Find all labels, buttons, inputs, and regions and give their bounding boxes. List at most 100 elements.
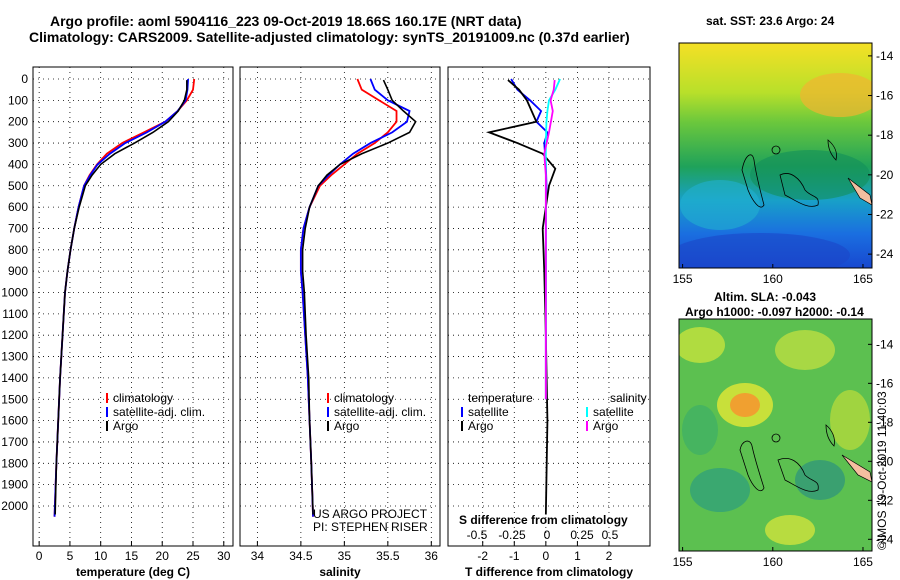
- x-tick-label: 34.5: [289, 549, 313, 563]
- x-axis-label: temperature (deg C): [76, 565, 190, 579]
- sst-y-tick-label: -22: [876, 207, 894, 221]
- depth-tick-label: 1200: [1, 328, 28, 342]
- depth-tick-label: 100: [8, 93, 28, 107]
- series-argo: [301, 79, 417, 515]
- depth-tick-label: 1500: [1, 392, 28, 406]
- credit-line-2: PI: STEPHEN RISER: [313, 520, 428, 534]
- sla-x-tick-label: 165: [853, 555, 873, 569]
- series-salinity-satellite: [544, 78, 561, 400]
- sla-map: [679, 319, 872, 551]
- depth-tick-label: 1700: [1, 435, 28, 449]
- x-tick-label: -2: [477, 549, 488, 563]
- s-tick-label: -0.5: [467, 528, 488, 542]
- salinity-panel: 34 34.5 35 35.5 36 salinity: [239, 66, 441, 579]
- x-tick-label: 34: [251, 549, 265, 563]
- legend-label: climatology: [334, 391, 394, 405]
- legend-label: Argo: [334, 419, 360, 433]
- legend-label: satellite-adj. clim.: [334, 405, 426, 419]
- series-salinity-argo: [543, 79, 556, 400]
- legend-label: climatology: [113, 391, 173, 405]
- x-tick-label: 1: [574, 549, 581, 563]
- depth-tick-label: 1400: [1, 371, 28, 385]
- x-tick-label: 2: [606, 549, 613, 563]
- depth-tick-label: 400: [8, 157, 28, 171]
- legend-label: satellite: [468, 405, 509, 419]
- depth-tick-label: 1100: [2, 307, 28, 321]
- x-axis-label: salinity: [319, 565, 361, 579]
- legend-label: satellite-adj. clim.: [113, 405, 205, 419]
- legend-t-title: temperature: [468, 391, 533, 405]
- sst-x-tick-label: 155: [673, 272, 693, 286]
- depth-tick-label: 1800: [1, 456, 28, 470]
- panel-frame: [32, 66, 234, 547]
- sla-y-tick-label: -14: [876, 337, 894, 351]
- sst-map-frame: [678, 42, 873, 269]
- legend-label: Argo: [113, 419, 139, 433]
- title-line-2: Climatology: CARS2009. Satellite-adjuste…: [29, 29, 630, 45]
- x-tick-label: 10: [94, 549, 108, 563]
- x-tick-label: 36: [425, 549, 439, 563]
- sla-map-title-1: Altim. SLA: -0.043: [714, 290, 817, 304]
- s-tick-label: 0.5: [602, 528, 619, 542]
- x-tick-label: 35: [338, 549, 352, 563]
- sst-x-tick-label: 160: [763, 272, 783, 286]
- depth-tick-label: 800: [8, 243, 28, 257]
- sst-map: [679, 43, 872, 268]
- temperature-panel: 0 5 10 15 20 25 30 temperature (deg C): [32, 66, 234, 579]
- x-tick-label: 20: [156, 549, 170, 563]
- x-tick-label: 5: [67, 549, 74, 563]
- sla-map-title-2: Argo h1000: -0.097 h2000: -0.14: [685, 305, 864, 319]
- depth-tick-label: 700: [8, 221, 28, 235]
- sla-map-frame: [678, 318, 873, 552]
- series-satellite-adj-clim-: [299, 78, 411, 517]
- legend-label: Argo: [468, 419, 494, 433]
- depth-tick-label: 500: [8, 179, 28, 193]
- sla-y-tick-label: -16: [876, 376, 894, 390]
- sla-y-tick-label: -22: [876, 493, 894, 507]
- depth-tick-label: 1900: [1, 478, 28, 492]
- sla-y-tick-label: -18: [876, 415, 894, 429]
- sst-y-tick-label: -18: [876, 128, 894, 142]
- s-axis-title: S difference from climatology: [459, 513, 628, 527]
- depth-tick-label: 2000: [1, 499, 28, 513]
- depth-tick-label: 300: [8, 136, 28, 150]
- x-tick-label: 0: [543, 549, 550, 563]
- x-tick-label: -1: [509, 549, 520, 563]
- panel-frame: [447, 66, 651, 547]
- depth-tick-label: 200: [8, 115, 28, 129]
- sst-y-tick-label: -16: [876, 89, 894, 103]
- legend-label: satellite: [593, 405, 634, 419]
- s-tick-label: -0.25: [498, 528, 526, 542]
- sla-y-tick-label: -24: [876, 532, 894, 546]
- x-axis-label: T difference from climatology: [465, 565, 633, 579]
- x-tick-label: 0: [36, 549, 43, 563]
- x-tick-label: 25: [186, 549, 200, 563]
- sst-y-tick-label: -14: [876, 49, 894, 63]
- x-tick-label: 30: [217, 549, 231, 563]
- difference-panel: -2 -1 0 1 2 T difference from climatology: [447, 66, 651, 579]
- series-argo: [54, 80, 188, 515]
- sst-x-tick-label: 165: [853, 272, 873, 286]
- sla-y-tick-label: -20: [876, 454, 894, 468]
- depth-tick-label: 600: [8, 200, 28, 214]
- depth-tick-label: 1600: [1, 414, 28, 428]
- s-tick-label: 0: [544, 528, 551, 542]
- panel-frame: [239, 66, 441, 547]
- sst-map-title: sat. SST: 23.6 Argo: 24: [706, 14, 835, 28]
- legend-label: Argo: [593, 419, 619, 433]
- sla-x-tick-label: 155: [673, 555, 693, 569]
- depth-tick-label: 1300: [1, 350, 28, 364]
- sla-x-tick-label: 160: [763, 555, 783, 569]
- legend-s-title: salinity: [610, 391, 647, 405]
- x-tick-label: 15: [125, 549, 139, 563]
- title-line-1: Argo profile: aoml 5904116_223 09-Oct-20…: [50, 13, 522, 29]
- depth-tick-label: 1000: [1, 286, 28, 300]
- x-tick-label: 35.5: [376, 549, 400, 563]
- depth-tick-label: 0: [21, 72, 28, 86]
- sst-y-tick-label: -24: [876, 247, 894, 261]
- sst-y-tick-label: -20: [876, 168, 894, 182]
- s-tick-label: 0.25: [570, 528, 594, 542]
- depth-tick-label: 900: [8, 264, 28, 278]
- credit-line-1: US ARGO PROJECT: [313, 507, 428, 521]
